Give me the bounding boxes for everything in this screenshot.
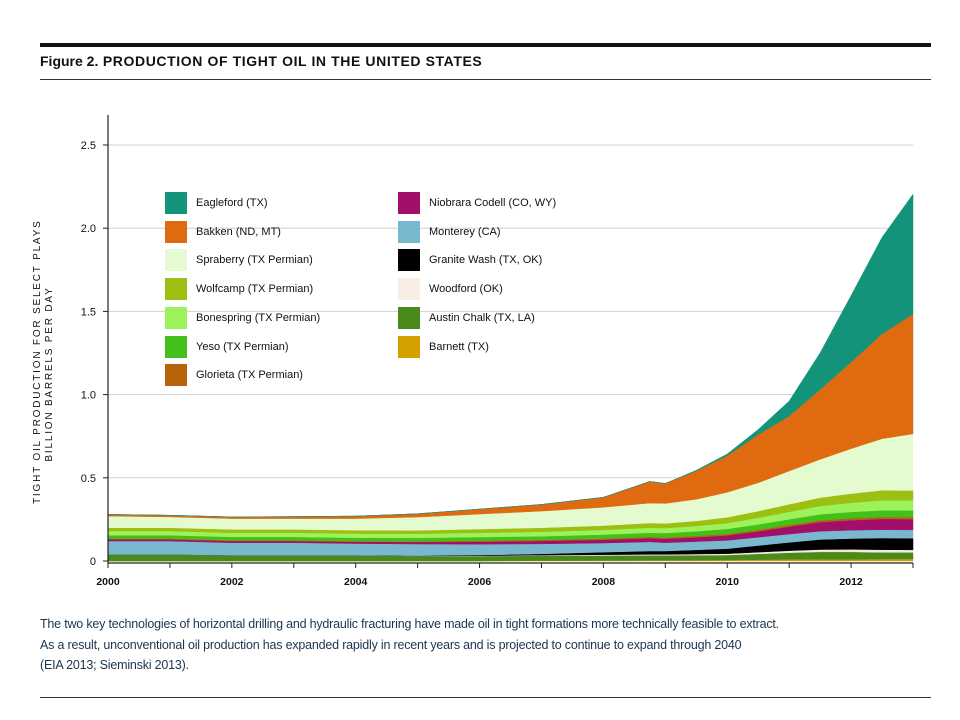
y-axis-title-line-1: TIGHT OIL PRODUCTION FOR SELECT PLAYS (32, 219, 43, 504)
legend-label: Yeso (TX Permian) (196, 340, 289, 353)
legend-label: Eagleford (TX) (196, 197, 268, 209)
legend-item: Granite Wash (TX, OK) (398, 249, 543, 272)
legend-swatch (398, 335, 420, 358)
figure-label: Figure 2. (40, 53, 99, 69)
legend-label: Bakken (ND, MT) (196, 225, 281, 238)
figure-title: Figure 2. PRODUCTION OF TIGHT OIL IN THE… (40, 53, 482, 69)
legend-label: Bonespring (TX Permian) (196, 311, 321, 324)
legend-item: Glorieta (TX Permian) (165, 364, 303, 387)
legend-item: Barnett (TX) (398, 335, 489, 358)
legend-label: Granite Wash (TX, OK) (429, 254, 543, 267)
legend-swatch (165, 278, 187, 301)
x-tick-label: 2010 (716, 576, 740, 588)
y-tick-label: 2.0 (81, 223, 96, 235)
figure-title-text: PRODUCTION OF TIGHT OIL IN THE UNITED ST… (102, 53, 483, 69)
legend-item: Bonespring (TX Permian) (165, 306, 321, 329)
y-tick-label: 0 (90, 556, 96, 568)
caption-line-2: As a result, unconventional oil producti… (40, 637, 742, 652)
axes (107, 115, 913, 564)
legend-label: Austin Chalk (TX, LA) (429, 311, 535, 324)
x-tick-label: 2008 (592, 576, 616, 588)
legend-swatch (165, 364, 187, 387)
legend-swatch (398, 220, 420, 243)
legend-swatch (165, 192, 187, 214)
legend-swatch (398, 278, 420, 301)
y-tick-label: 2.5 (81, 140, 96, 152)
legend-label: Barnett (TX) (429, 340, 489, 353)
legend-swatch (398, 306, 420, 329)
legend-swatch (165, 335, 187, 358)
legend-swatch (165, 220, 187, 243)
legend-item: Wolfcamp (TX Permian) (165, 278, 314, 301)
legend-label: Niobrara Codell (CO, WY) (429, 197, 557, 209)
x-tick-label: 2002 (220, 576, 244, 588)
legend-label: Woodford (OK) (429, 283, 503, 296)
legend-swatch (398, 249, 420, 272)
legend-item: Yeso (TX Permian) (165, 335, 289, 358)
x-tick-label: 2006 (468, 576, 492, 588)
y-axis-title: TIGHT OIL PRODUCTION FOR SELECT PLAYS BI… (32, 219, 56, 504)
legend-label: Wolfcamp (TX Permian) (196, 283, 314, 296)
bottom-rule (40, 697, 931, 698)
x-tick-label: 2012 (839, 576, 863, 588)
y-axis-title-line-2: BILLION BARRELS PER DAY (44, 286, 55, 462)
legend-swatch (398, 192, 420, 214)
y-tick-label: 1.0 (81, 390, 96, 402)
x-tick-label: 2000 (96, 576, 120, 588)
legend-item: Austin Chalk (TX, LA) (398, 306, 535, 329)
y-axis-ticks: 0 0.5 1.0 1.5 2.0 2.5 (81, 140, 108, 568)
legend-item: Eagleford (TX) (165, 192, 268, 214)
legend-item: Woodford (OK) (398, 278, 503, 301)
top-rule (40, 43, 931, 47)
legend-label: Spraberry (TX Permian) (196, 254, 313, 267)
gridlines (108, 144, 913, 479)
legend-label: Monterey (CA) (429, 225, 501, 238)
legend-swatch (165, 306, 187, 329)
legend-item: Bakken (ND, MT) (165, 220, 281, 243)
y-tick-label: 0.5 (81, 473, 96, 485)
legend-item: Spraberry (TX Permian) (165, 249, 313, 272)
legend-item: Monterey (CA) (398, 220, 501, 243)
x-tick-label: 2004 (344, 576, 368, 588)
x-axis-ticks: 2000 2002 2004 2006 2008 2010 2012 (96, 563, 914, 588)
legend-label: Glorieta (TX Permian) (196, 369, 303, 382)
caption-line-3: (EIA 2013; Sieminski 2013). (40, 658, 189, 672)
caption-line-1: The two key technologies of horizontal d… (40, 617, 779, 631)
area-series (107, 193, 914, 562)
y-tick-label: 1.5 (81, 306, 96, 318)
legend-swatch (165, 249, 187, 272)
area-eagleford-tx (107, 193, 914, 518)
legend-item: Niobrara Codell (CO, WY) (398, 192, 556, 214)
title-rule (40, 79, 931, 80)
stacked-area-chart: 2000 2002 2004 2006 2008 2010 2012 0 0.5 1.0 1.5 2… (81, 115, 914, 588)
figure-caption: The two key technologies of horizontal d… (40, 614, 930, 676)
